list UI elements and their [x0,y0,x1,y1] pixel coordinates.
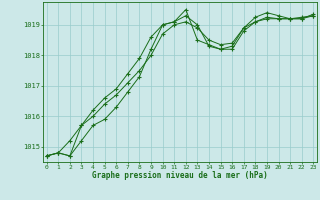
X-axis label: Graphe pression niveau de la mer (hPa): Graphe pression niveau de la mer (hPa) [92,171,268,180]
